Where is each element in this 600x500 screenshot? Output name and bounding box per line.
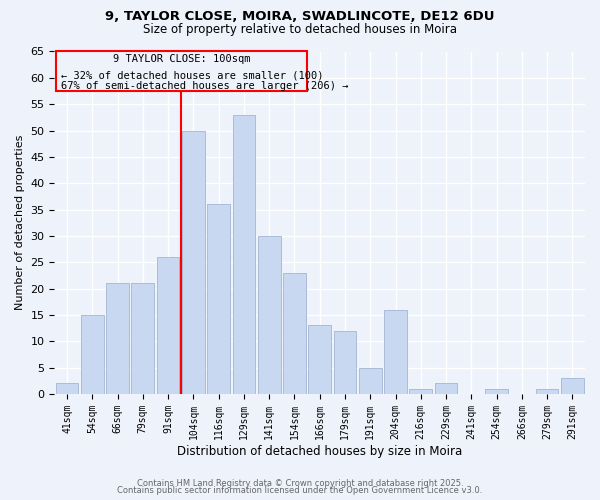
Bar	[434, 384, 457, 394]
Text: 67% of semi-detached houses are larger (206) →: 67% of semi-detached houses are larger (…	[61, 80, 348, 90]
Bar	[258, 236, 281, 394]
Bar	[384, 310, 407, 394]
Text: Contains HM Land Registry data © Crown copyright and database right 2025.: Contains HM Land Registry data © Crown c…	[137, 478, 463, 488]
Bar	[233, 114, 255, 394]
Bar	[334, 330, 356, 394]
X-axis label: Distribution of detached houses by size in Moira: Distribution of detached houses by size …	[177, 444, 463, 458]
Bar	[131, 284, 154, 394]
Bar	[536, 388, 559, 394]
Text: ← 32% of detached houses are smaller (100): ← 32% of detached houses are smaller (10…	[61, 70, 323, 80]
Text: Contains public sector information licensed under the Open Government Licence v3: Contains public sector information licen…	[118, 486, 482, 495]
Bar	[56, 52, 307, 91]
Bar	[56, 384, 79, 394]
Y-axis label: Number of detached properties: Number of detached properties	[15, 135, 25, 310]
Bar	[561, 378, 584, 394]
Bar	[283, 273, 306, 394]
Bar	[106, 284, 129, 394]
Bar	[207, 204, 230, 394]
Bar	[182, 130, 205, 394]
Text: 9 TAYLOR CLOSE: 100sqm: 9 TAYLOR CLOSE: 100sqm	[113, 54, 250, 64]
Bar	[485, 388, 508, 394]
Bar	[409, 388, 432, 394]
Bar	[81, 315, 104, 394]
Bar	[359, 368, 382, 394]
Text: Size of property relative to detached houses in Moira: Size of property relative to detached ho…	[143, 22, 457, 36]
Bar	[157, 257, 179, 394]
Text: 9, TAYLOR CLOSE, MOIRA, SWADLINCOTE, DE12 6DU: 9, TAYLOR CLOSE, MOIRA, SWADLINCOTE, DE1…	[105, 10, 495, 23]
Bar	[308, 326, 331, 394]
